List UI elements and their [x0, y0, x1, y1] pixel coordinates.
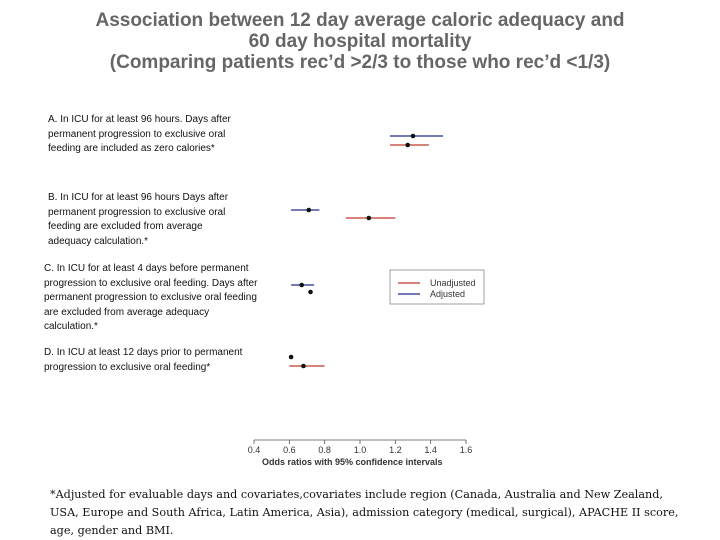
x-tick-label: 1.6	[460, 445, 473, 455]
footnote: *Adjusted for evaluable days and covaria…	[50, 488, 679, 537]
x-tick-label: 0.6	[283, 445, 296, 455]
title-line-1: Association between 12 day average calor…	[95, 10, 625, 31]
point-estimate-c-adjusted	[299, 282, 305, 288]
point-estimate-d-unadjusted	[301, 363, 306, 369]
panel-label-d: D. In ICU at least 12 days prior to perm…	[44, 347, 243, 373]
title-line-2: 60 day hospital mortality	[248, 31, 472, 52]
point-estimate-a-adjusted	[410, 133, 416, 139]
point-estimate-b-adjusted	[306, 207, 312, 213]
x-tick-label: 1.4	[424, 445, 437, 455]
x-tick-label: 0.8	[318, 445, 331, 455]
x-tick-label: 1.0	[354, 445, 367, 455]
panel-label-a: A. In ICU for at least 96 hours. Days af…	[48, 114, 231, 154]
point-estimate-b-unadjusted	[366, 215, 372, 221]
panel-label-b: B. In ICU for at least 96 hours Days aft…	[48, 192, 229, 247]
panel-label-c: C. In ICU for at least 4 days before per…	[44, 263, 258, 332]
title-line-3: (Comparing patients rec’d >2/3 to those …	[109, 52, 611, 73]
point-estimate-c-unadjusted	[308, 289, 313, 295]
legend-box	[389, 269, 485, 305]
point-estimate-a-unadjusted	[405, 142, 411, 148]
legend: Unadjusted Adjusted	[389, 269, 485, 305]
legend-label-unadjusted: Unadjusted	[430, 278, 476, 288]
x-tick-label: 0.4	[248, 445, 261, 455]
chart-title: Association between 12 day average calor…	[0, 10, 720, 73]
x-axis-label: Odds ratios with 95% confidence interval…	[262, 457, 443, 467]
point-estimate-d-adjusted	[288, 354, 294, 360]
legend-label-adjusted: Adjusted	[430, 289, 465, 299]
x-tick-label: 1.2	[389, 445, 402, 455]
